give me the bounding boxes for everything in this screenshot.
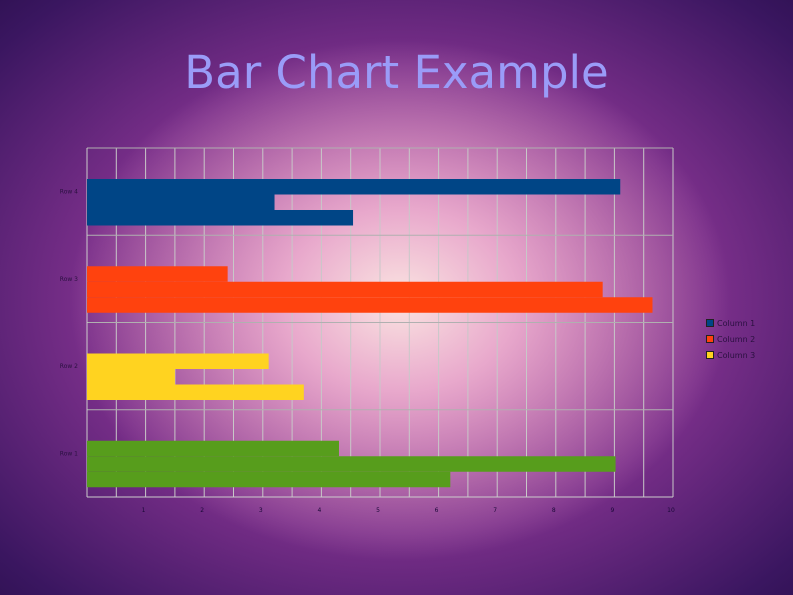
bar: [87, 281, 603, 298]
x-tick-label: 4: [317, 507, 321, 514]
bar: [87, 266, 228, 282]
x-tick-label: 2: [200, 507, 204, 514]
x-tick-label: 9: [610, 507, 614, 514]
legend-item: Column 2: [706, 331, 755, 347]
y-tick-label: Row 4: [60, 189, 78, 196]
legend-swatch: [706, 351, 714, 359]
chart-title: Bar Chart Example: [184, 46, 609, 99]
x-tick-label: 10: [667, 507, 675, 514]
x-tick-label: 8: [552, 507, 556, 514]
bar: [87, 440, 339, 457]
bar: [87, 369, 175, 385]
y-tick-label: Row 1: [60, 450, 78, 457]
bar: [87, 471, 451, 488]
legend-swatch: [706, 335, 714, 343]
bar: [87, 210, 354, 226]
legend-label: Column 3: [717, 350, 756, 360]
bar: [87, 353, 269, 369]
legend-label: Column 1: [717, 318, 756, 328]
bar: [87, 456, 616, 472]
bar: [87, 179, 621, 195]
bar: [87, 384, 304, 400]
bar: [87, 194, 275, 210]
legend-swatch: [706, 319, 714, 327]
x-tick-label: 1: [142, 507, 146, 514]
legend-item: Column 3: [706, 347, 755, 363]
legend-item: Column 1: [706, 315, 755, 331]
x-tick-label: 6: [435, 507, 439, 514]
x-tick-label: 3: [259, 507, 263, 514]
y-tick-label: Row 3: [60, 276, 78, 283]
legend: Column 1 Column 2 Column 3: [706, 315, 755, 363]
legend-label: Column 2: [717, 334, 756, 344]
x-tick-label: 7: [493, 507, 497, 514]
bar: [87, 297, 653, 313]
y-tick-label: Row 2: [60, 363, 78, 370]
x-tick-label: 5: [376, 507, 380, 514]
